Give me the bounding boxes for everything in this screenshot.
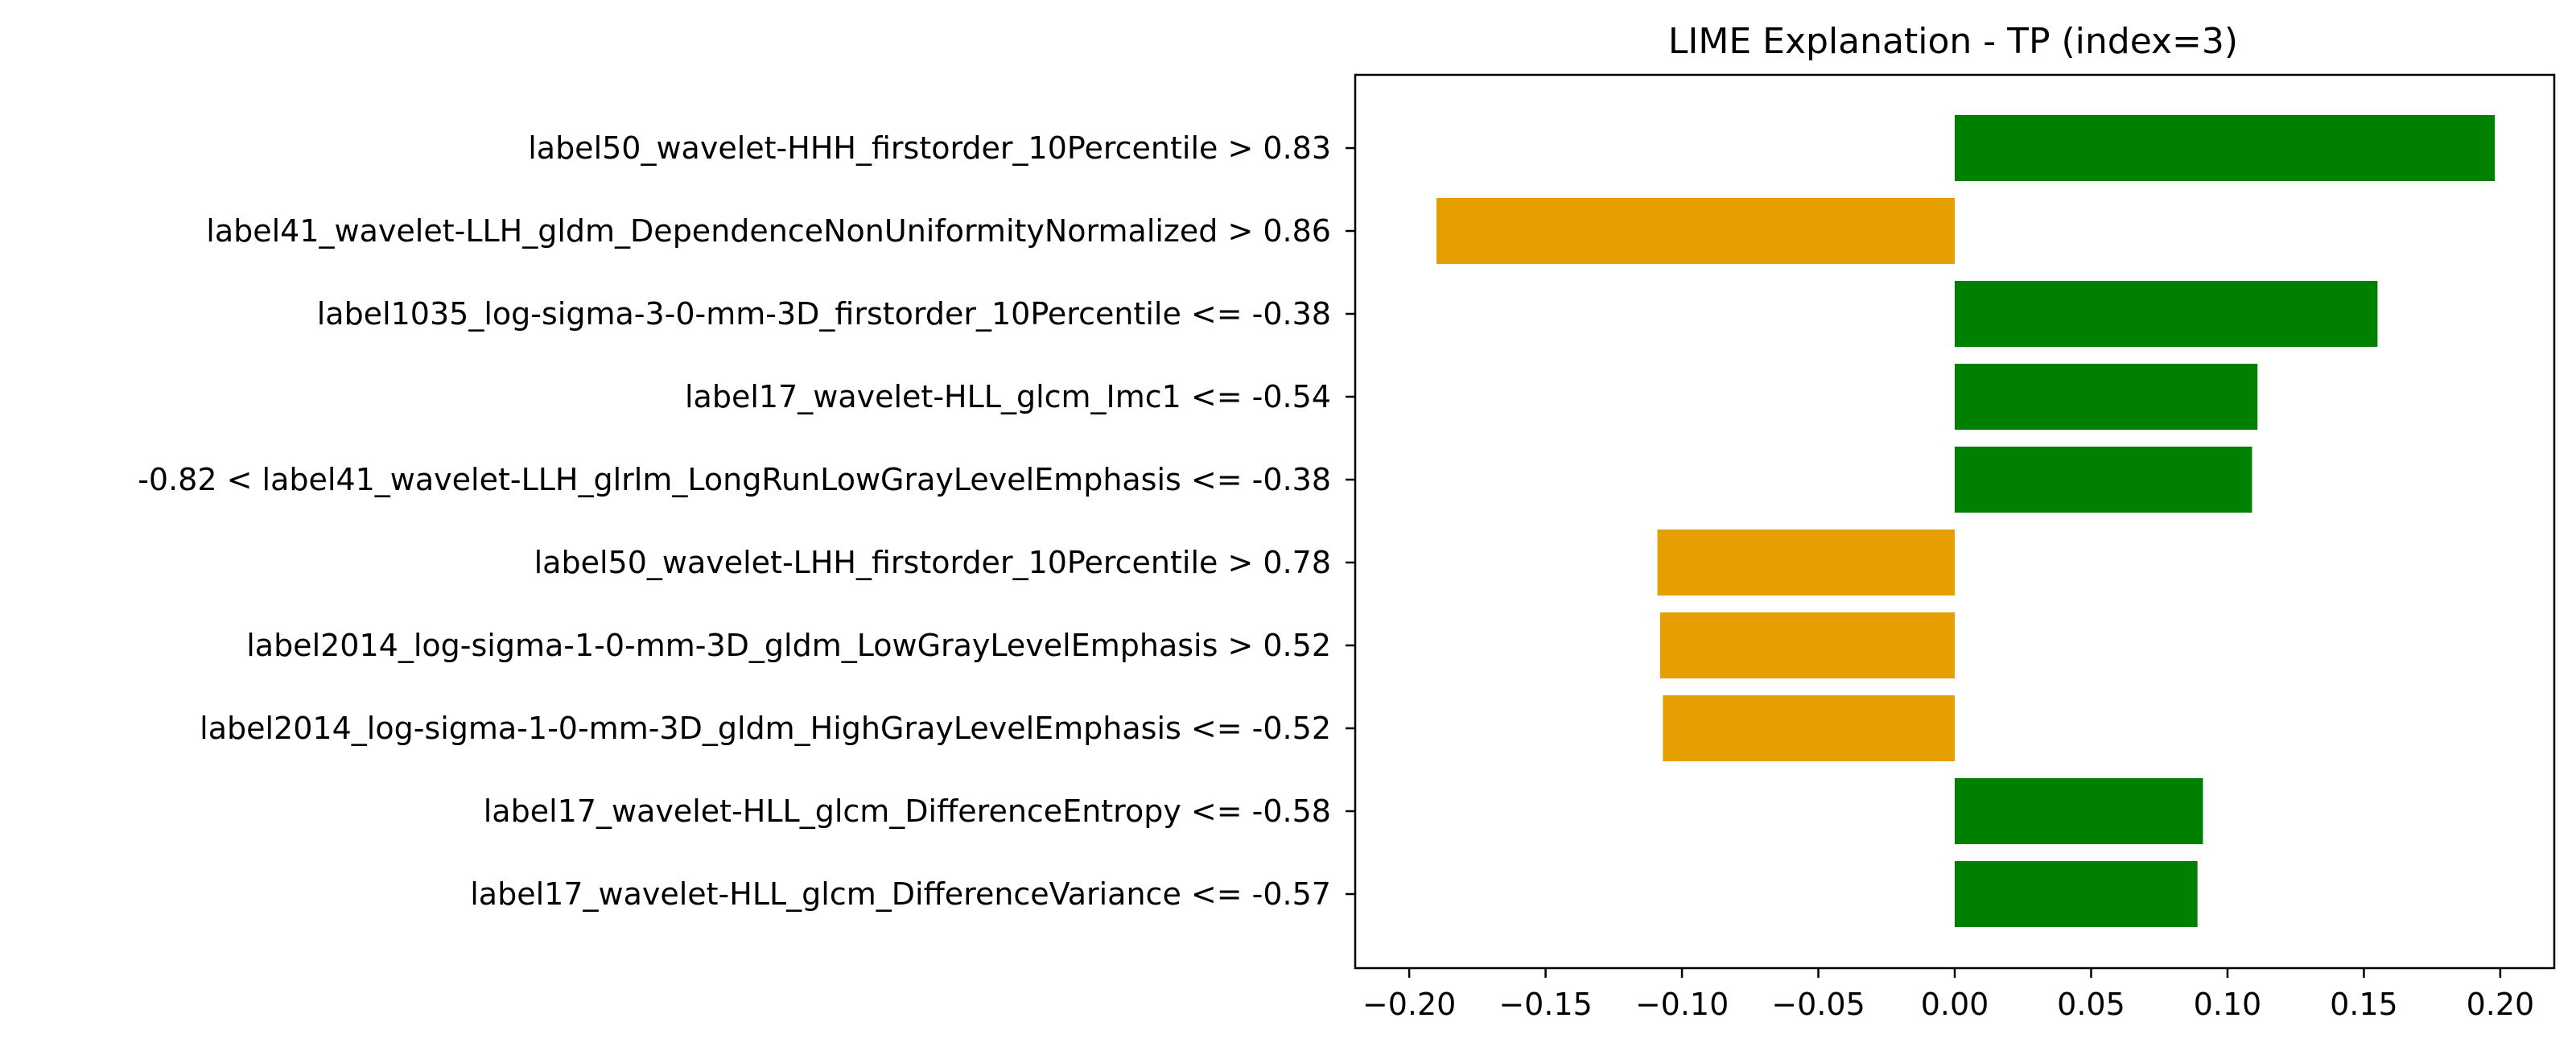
y-tick-label: label50_wavelet-HHH_firstorder_10Percent… (528, 130, 1331, 166)
x-tick-label: 0.15 (2330, 987, 2398, 1022)
x-tick-label: −0.10 (1635, 987, 1729, 1022)
y-tick-label: label50_wavelet-LHH_firstorder_10Percent… (534, 545, 1331, 580)
bar-5 (1955, 447, 2252, 513)
bar-3 (1955, 281, 2378, 347)
x-tick-label: 0.20 (2467, 987, 2535, 1022)
y-tick-label: label1035_log-sigma-3-0-mm-3D_firstorder… (317, 296, 1331, 332)
bar-4 (1955, 364, 2258, 430)
bar-2 (1436, 198, 1955, 264)
bar-9 (1955, 778, 2203, 844)
chart-title: LIME Explanation - TP (index=3) (1668, 21, 2238, 62)
y-tick-label: label17_wavelet-HLL_glcm_DifferenceEntro… (484, 793, 1331, 829)
x-tick-label: 0.10 (2194, 987, 2262, 1022)
x-tick-label: −0.20 (1362, 987, 1456, 1022)
plot-area-frame (1354, 73, 2556, 970)
x-tick-label: −0.05 (1771, 987, 1865, 1022)
x-tick-label: 0.05 (2057, 987, 2125, 1022)
y-tick-label: label17_wavelet-HLL_glcm_Imc1 <= -0.54 (685, 379, 1331, 414)
y-tick-label: label17_wavelet-HLL_glcm_DifferenceVaria… (470, 876, 1331, 912)
y-tick-label: label2014_log-sigma-1-0-mm-3D_gldm_HighG… (200, 711, 1331, 746)
y-tick-label: label2014_log-sigma-1-0-mm-3D_gldm_LowGr… (246, 628, 1331, 663)
bar-1 (1955, 115, 2496, 181)
x-tick-label: −0.15 (1498, 987, 1592, 1022)
bar-7 (1659, 612, 1955, 678)
y-tick-labels: label50_wavelet-HHH_firstorder_10Percent… (138, 130, 1355, 912)
bar-6 (1657, 530, 1955, 596)
bars-layer (1436, 115, 2496, 927)
y-tick-label: label41_wavelet-LLH_gldm_DependenceNonUn… (206, 213, 1331, 249)
y-tick-label: -0.82 < label41_wavelet-LLH_glrlm_LongRu… (138, 462, 1331, 497)
x-axis-ticks: −0.20 −0.15 −0.10 −0.05 0.00 0.05 0.10 0.15 0.20 (1362, 968, 2534, 1022)
bar-8 (1663, 695, 1955, 761)
x-tick-label: 0.00 (1921, 987, 1989, 1022)
bar-10 (1955, 861, 2198, 927)
